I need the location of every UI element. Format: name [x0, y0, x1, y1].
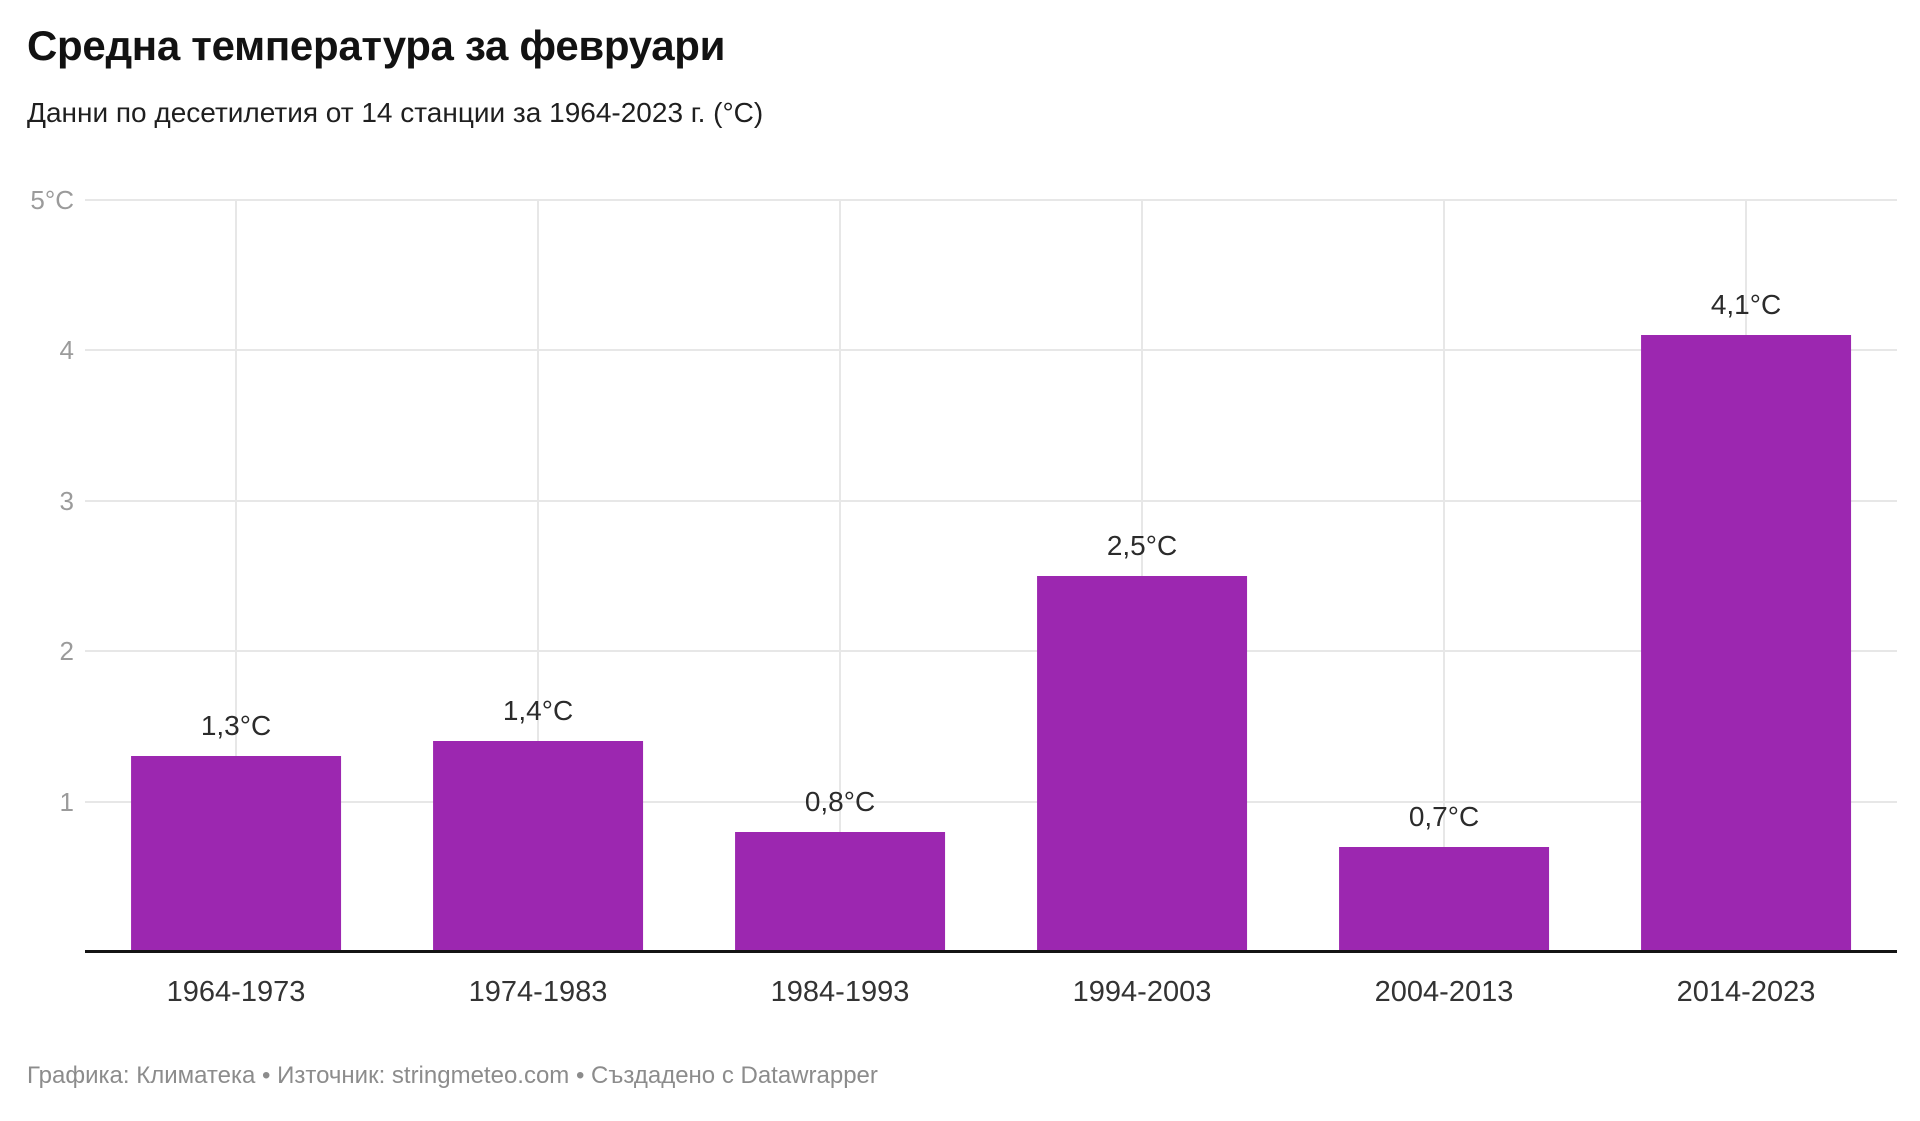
bar-value-label: 0,8°C — [804, 785, 876, 817]
bar-column: 1,4°C 1974-1983 — [387, 200, 689, 1008]
chart-footer: Графика: Климатека • Източник: stringmet… — [27, 1062, 878, 1089]
bar-value-label: 1,3°C — [200, 710, 272, 742]
bar-column: 2,5°C 1994-2003 — [991, 200, 1293, 1008]
y-gridline — [85, 199, 1897, 201]
y-tick-label: 3 — [59, 485, 74, 516]
x-gridline — [1443, 200, 1445, 952]
bar-column: 0,7°C 2004-2013 — [1293, 200, 1595, 1008]
x-tick-label: 1974-1983 — [468, 976, 608, 1008]
bar-value-label: 2,5°C — [1106, 530, 1178, 561]
y-tick-label: 4 — [59, 335, 74, 366]
bar-value-label: 1,4°C — [502, 695, 574, 727]
x-tick-label: 1994-2003 — [1072, 976, 1212, 1008]
y-tick-label: 5°C — [30, 185, 74, 215]
bar — [1641, 335, 1851, 952]
bar-column: 1,3°C 1964-1973 — [85, 200, 387, 1008]
chart-title: Средна температура за февруари — [27, 22, 726, 69]
x-tick-label: 1964-1973 — [166, 976, 306, 1008]
bar — [131, 756, 341, 952]
bar — [735, 831, 945, 952]
bar-value-label: 4,1°C — [1710, 289, 1782, 321]
bar-column: 4,1°C 2014-2023 — [1595, 200, 1897, 1008]
x-tick-label: 2014-2023 — [1676, 976, 1816, 1008]
x-tick-label: 2004-2013 — [1374, 976, 1514, 1008]
y-gridline — [85, 499, 1897, 502]
x-axis-baseline — [85, 950, 1897, 953]
bar — [433, 741, 643, 952]
x-gridline — [839, 200, 841, 952]
bars-region: 1,3°C 1964-1973 1,4°C 1974-1983 0,8°C 1984-19… — [85, 200, 1897, 1008]
x-tick-label: 1984-1993 — [770, 976, 910, 1008]
plot-area: 1 2 3 4 5°C 1,3°C 1964-1973 1,4°C 1974-1983 0,8°… — [30, 185, 1897, 1008]
x-gridline — [235, 200, 237, 952]
y-tick-label: 1 — [59, 786, 74, 817]
x-gridline — [537, 200, 539, 952]
y-gridline — [85, 349, 1897, 352]
chart-subtitle: Данни по десетилетия от 14 станции за 19… — [27, 97, 764, 128]
y-gridline — [85, 650, 1897, 653]
bar-column: 0,8°C 1984-1993 — [689, 200, 991, 1008]
y-tick-label: 2 — [59, 636, 74, 667]
bar-value-label: 0,7°C — [1408, 800, 1480, 832]
bar — [1037, 576, 1247, 952]
bar — [1339, 846, 1549, 952]
y-gridline — [85, 800, 1897, 803]
